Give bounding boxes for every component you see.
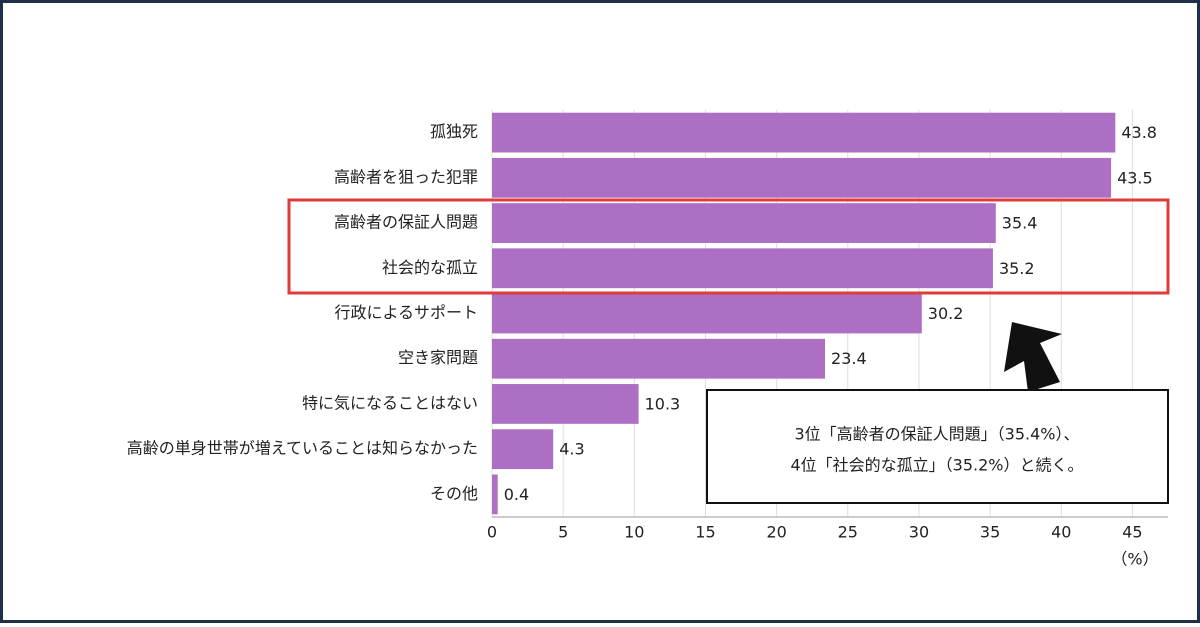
- bar: [492, 293, 922, 334]
- data-label: 35.2: [999, 259, 1035, 278]
- x-tick-label: 20: [766, 523, 786, 542]
- y-tick-label: 社会的な孤立: [382, 258, 478, 277]
- x-tick-label: 30: [909, 523, 929, 542]
- y-tick-label: その他: [430, 484, 478, 503]
- x-tick-label: 10: [624, 523, 644, 542]
- x-tick-label: 5: [558, 523, 568, 542]
- y-tick-label: 孤独死: [430, 122, 478, 141]
- bar: [492, 384, 639, 424]
- data-label: 35.4: [1002, 214, 1038, 233]
- x-tick-label: 35: [980, 523, 1000, 542]
- bar: [492, 112, 1116, 153]
- annotation-line: 4位「社会的な孤立」（35.2%）と続く。: [790, 456, 1083, 475]
- bar: [492, 157, 1112, 198]
- x-unit-label: （%）: [1111, 550, 1158, 569]
- x-tick-label: 40: [1051, 523, 1071, 542]
- y-tick-label: 高齢者の保証人問題: [334, 213, 478, 232]
- data-label: 23.4: [831, 349, 867, 368]
- bar: [492, 429, 554, 470]
- x-tick-label: 15: [695, 523, 715, 542]
- bar: [492, 248, 993, 289]
- data-label: 0.4: [504, 485, 529, 504]
- y-tick-label: 特に気になることはない: [302, 393, 478, 412]
- highlight-box: [287, 198, 1170, 295]
- data-label: 43.8: [1121, 123, 1157, 142]
- x-tick-label: 45: [1122, 523, 1142, 542]
- y-tick-label: 空き家問題: [398, 348, 478, 367]
- y-tick-label: 高齢の単身世帯が増えていることは知らなかった: [127, 439, 478, 458]
- bar: [492, 474, 498, 515]
- arrow: [1004, 322, 1062, 392]
- data-label: 30.2: [928, 304, 964, 323]
- annotation-line: 3位「高齢者の保証人問題」（35.4%）、: [794, 425, 1079, 444]
- data-label: 4.3: [559, 440, 584, 459]
- bar: [492, 203, 996, 243]
- x-tick-label: 0: [487, 523, 497, 542]
- annotation-box: [706, 389, 1169, 504]
- data-label: 43.5: [1117, 168, 1153, 187]
- y-tick-label: 高齢者を狙った犯罪: [334, 167, 478, 186]
- data-label: 10.3: [645, 394, 681, 413]
- bar: [492, 338, 826, 379]
- x-tick-label: 25: [838, 523, 858, 542]
- y-tick-label: 行政によるサポート: [334, 303, 478, 322]
